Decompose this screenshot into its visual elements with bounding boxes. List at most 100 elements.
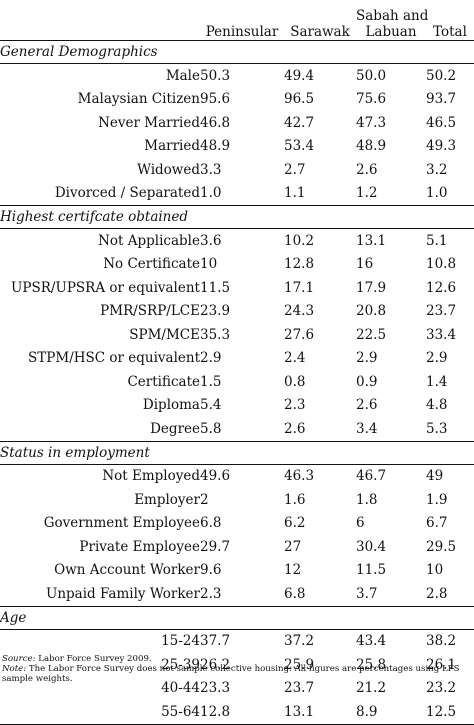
cell-value: 38.2 <box>426 628 474 653</box>
row-label: 25-39 <box>161 656 200 673</box>
table-row: Not Employed 49.6 46.3 46.7 49 <box>0 463 474 488</box>
table-row: SPM/MCE 35.3 27.6 22.5 33.4 <box>0 323 474 347</box>
cell-value: 9.6 <box>200 562 222 579</box>
cell-value: 30.4 <box>356 538 387 555</box>
row-label: PMR/SRP/LCE <box>100 303 200 320</box>
cell-value: 2.3 <box>200 585 222 602</box>
header-peninsular: Peninsular <box>205 24 279 40</box>
table-row: Private Employee 29.7 27 30.4 29.5 <box>0 535 474 559</box>
cell-value: 49.3 <box>426 138 457 155</box>
cell-value: 47.3 <box>356 114 387 131</box>
cell-value: 50.0 <box>356 63 426 88</box>
table-row: Divorced / Separated 1.0 1.1 1.2 1.0 <box>0 182 474 206</box>
cell-value: 1.0 <box>200 185 222 202</box>
cell-value: 42.7 <box>284 114 315 131</box>
cell-value: 96.5 <box>284 91 315 108</box>
cell-value: 23.7 <box>426 303 457 320</box>
cell-value: 6.2 <box>284 515 306 532</box>
cell-value: 29.7 <box>200 538 231 555</box>
table-row: PMR/SRP/LCE 23.9 24.3 20.8 23.7 <box>0 300 474 324</box>
cell-value: 3.2 <box>426 161 448 178</box>
cell-value: 3.7 <box>356 585 378 602</box>
note-text: The Labor Force Survey does not sample c… <box>2 664 460 684</box>
cell-value: 50.3 <box>200 63 284 88</box>
cell-value: 2 <box>200 491 209 508</box>
cell-value: 12.5 <box>426 700 474 725</box>
cell-value: 1.1 <box>284 185 306 202</box>
row-label: Widowed <box>137 161 200 178</box>
cell-value: 1.5 <box>200 373 222 390</box>
header-total: Total <box>433 24 467 40</box>
cell-value: 11.5 <box>200 279 231 296</box>
row-label: Never Married <box>98 114 200 131</box>
table-row: Diploma 5.4 2.3 2.6 4.8 <box>0 394 474 418</box>
table-row: Certificate 1.5 0.8 0.9 1.4 <box>0 370 474 394</box>
cell-value: 5.1 <box>426 228 474 253</box>
table-row: Employer 2 1.6 1.8 1.9 <box>0 488 474 512</box>
cell-value: 2.4 <box>284 350 306 367</box>
cell-value: 5.8 <box>200 420 222 437</box>
cell-value: 5.3 <box>426 420 448 437</box>
row-label: SPM/MCE <box>129 326 200 343</box>
cell-value: 3.6 <box>200 228 284 253</box>
table-row: Widowed 3.3 2.7 2.6 3.2 <box>0 158 474 182</box>
cell-value: 3.4 <box>356 420 378 437</box>
cell-value: 1.8 <box>356 491 378 508</box>
cell-value: 29.5 <box>426 538 457 555</box>
row-label: Certificate <box>127 373 200 390</box>
cell-value: 2.6 <box>356 397 378 414</box>
header-sabah-labuan: Sabah and Labuan <box>356 0 429 41</box>
table-row: Malaysian Citizen 95.6 96.5 75.6 93.7 <box>0 88 474 112</box>
row-label: 15-24 <box>0 628 200 653</box>
table-row: Unpaid Family Worker 2.3 6.8 3.7 2.8 <box>0 582 474 606</box>
cell-value: 12.8 <box>200 700 284 725</box>
cell-value: 10 <box>200 256 218 273</box>
cell-value: 2.8 <box>426 585 448 602</box>
cell-value: 48.9 <box>356 138 387 155</box>
table-row: 55-64 12.8 13.1 8.9 12.5 <box>0 700 474 725</box>
cell-value: 6.8 <box>200 515 222 532</box>
table-row: STPM/HSC or equivalent 2.9 2.4 2.9 2.9 <box>0 347 474 371</box>
cell-value: 33.4 <box>426 326 457 343</box>
header-sabah-labuan-text: Sabah and Labuan <box>356 8 429 40</box>
cell-value: 6.8 <box>284 585 306 602</box>
section-title: Status in employment <box>0 440 474 464</box>
section-title: Age <box>0 605 474 629</box>
source-note: Source: Labor Force Survey 2009. <box>2 654 474 664</box>
table-row: No Certificate 10 12.8 16 10.8 <box>0 253 474 277</box>
cell-value: 1.0 <box>426 185 448 202</box>
cell-value: 27.6 <box>284 326 315 343</box>
row-label: Male <box>0 63 200 88</box>
section-header-row: General Demographics <box>0 40 474 64</box>
table-row: Never Married 46.8 42.7 47.3 46.5 <box>0 111 474 135</box>
table-row: Government Employee 6.8 6.2 6 6.7 <box>0 512 474 536</box>
row-label: Malaysian Citizen <box>77 91 200 108</box>
cell-value: 75.6 <box>356 91 387 108</box>
cell-value: 6 <box>356 515 365 532</box>
cell-value: 0.9 <box>356 373 378 390</box>
cell-value: 46.5 <box>426 114 457 131</box>
cell-value: 2.9 <box>356 350 378 367</box>
cell-value: 27 <box>284 538 302 555</box>
cell-value: 10 <box>426 562 444 579</box>
section-header-row: Status in employment <box>0 440 474 464</box>
cell-value: 2.9 <box>426 350 448 367</box>
cell-value: 53.4 <box>284 138 315 155</box>
cell-value: 49 <box>426 463 474 488</box>
cell-value: 2.7 <box>284 161 306 178</box>
row-label: Unpaid Family Worker <box>45 585 200 602</box>
cell-value: 5.4 <box>200 397 222 414</box>
table-body: General Demographics Male 50.3 49.4 50.0 50.2… <box>0 40 474 725</box>
cell-value: 0.8 <box>284 373 306 390</box>
row-label: Degree <box>150 420 200 437</box>
row-label: No Certificate <box>103 256 200 273</box>
cell-value: 1.6 <box>284 491 306 508</box>
note-label: Note: <box>2 664 27 674</box>
cell-value: 3.3 <box>200 161 222 178</box>
header-label-cell <box>0 0 200 41</box>
footnote: Note: The Labor Force Survey does not sa… <box>2 664 474 684</box>
cell-value: 2.3 <box>284 397 306 414</box>
cell-value: 1.4 <box>426 373 448 390</box>
cell-value: 93.7 <box>426 91 457 108</box>
